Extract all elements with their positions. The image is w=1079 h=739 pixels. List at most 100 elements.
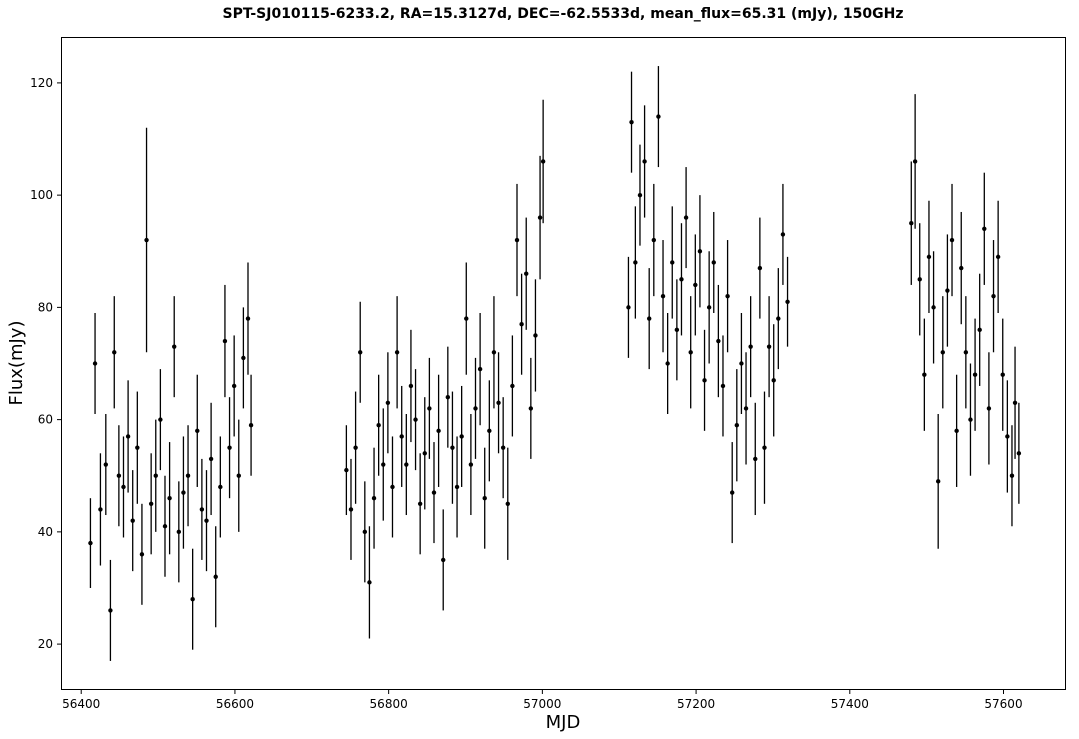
data-point <box>477 366 483 372</box>
data-point <box>245 316 251 321</box>
data-point <box>413 417 418 422</box>
data-point <box>505 501 510 507</box>
data-point <box>909 220 914 226</box>
x-tick-label: 56400 <box>62 697 100 711</box>
x-tick-label: 57600 <box>984 697 1022 711</box>
data-point <box>385 400 391 405</box>
data-point <box>172 344 177 349</box>
data-point <box>697 249 703 254</box>
data-point <box>204 518 209 523</box>
data-point <box>135 445 140 450</box>
data-point <box>464 316 469 321</box>
data-point <box>103 462 109 467</box>
data-point <box>679 277 684 282</box>
data-point <box>748 344 753 349</box>
data-point <box>734 423 740 428</box>
data-point <box>977 327 982 333</box>
data-point <box>637 192 643 198</box>
x-tick-label: 56800 <box>370 697 408 711</box>
data-point <box>711 260 716 265</box>
data-point <box>185 473 191 478</box>
data-point <box>693 282 698 288</box>
data-point <box>963 350 969 355</box>
data-point <box>533 333 538 338</box>
data-point <box>674 327 680 333</box>
data-point <box>1005 434 1010 439</box>
data-point <box>153 473 158 478</box>
data-point <box>116 473 122 478</box>
data-point <box>660 293 666 299</box>
data-point <box>716 338 721 344</box>
data-point <box>236 473 241 478</box>
data-point <box>92 361 98 366</box>
data-point <box>417 501 423 507</box>
data-point <box>629 119 634 125</box>
data-point <box>757 265 763 271</box>
data-point <box>408 383 414 389</box>
y-tick-label: 100 <box>30 188 53 202</box>
data-point <box>706 305 712 310</box>
data-point <box>218 484 223 490</box>
data-point <box>487 428 492 434</box>
data-point <box>427 406 432 411</box>
data-point <box>459 434 464 439</box>
data-point <box>353 445 358 450</box>
data-point <box>514 237 520 243</box>
data-point <box>730 490 735 495</box>
data-point <box>431 490 437 495</box>
data-point <box>344 467 349 473</box>
data-point <box>227 445 232 450</box>
y-tick-label: 40 <box>38 525 53 539</box>
data-point <box>125 434 131 439</box>
data-point <box>208 456 214 462</box>
x-tick-label: 57200 <box>677 697 715 711</box>
data-point <box>241 355 246 361</box>
data-point <box>199 507 205 512</box>
data-point <box>195 428 200 434</box>
data-point <box>1000 372 1005 377</box>
data-point <box>642 159 647 164</box>
data-point <box>491 350 497 355</box>
data-point <box>445 394 451 400</box>
data-point <box>954 428 959 434</box>
plot-frame <box>61 37 1066 690</box>
data-point <box>753 456 758 462</box>
chart-title: SPT-SJ010115-6233.2, RA=15.3127d, DEC=-6… <box>223 6 904 22</box>
data-point <box>1016 451 1022 456</box>
y-tick-label: 120 <box>30 76 53 90</box>
data-point <box>519 322 524 327</box>
data-point <box>949 237 955 243</box>
data-point <box>500 445 506 450</box>
y-tick-label: 60 <box>38 413 53 427</box>
data-point <box>665 361 670 366</box>
data-point <box>450 445 455 450</box>
data-point <box>139 552 145 557</box>
data-point <box>130 518 135 523</box>
data-point <box>362 529 368 535</box>
data-point <box>248 423 254 428</box>
x-axis-label: MJD <box>546 712 581 733</box>
data-point <box>785 299 790 304</box>
data-point <box>656 114 661 119</box>
data-point <box>1012 400 1018 405</box>
data-point <box>162 524 168 529</box>
data-point <box>436 428 441 434</box>
data-point <box>683 215 689 220</box>
data-point <box>646 316 652 321</box>
y-tick-label: 80 <box>38 300 53 314</box>
data-point <box>940 350 945 355</box>
data-point <box>540 159 546 164</box>
data-point <box>348 507 354 512</box>
x-tick-label: 57400 <box>831 697 869 711</box>
data-point <box>524 271 529 276</box>
data-point <box>771 378 776 383</box>
data-point <box>213 574 218 579</box>
data-point <box>991 293 996 299</box>
data-point <box>167 495 172 501</box>
data-point <box>766 344 772 349</box>
data-point <box>945 288 950 293</box>
data-point <box>528 406 534 411</box>
data-point <box>190 597 195 602</box>
data-point <box>390 484 395 490</box>
